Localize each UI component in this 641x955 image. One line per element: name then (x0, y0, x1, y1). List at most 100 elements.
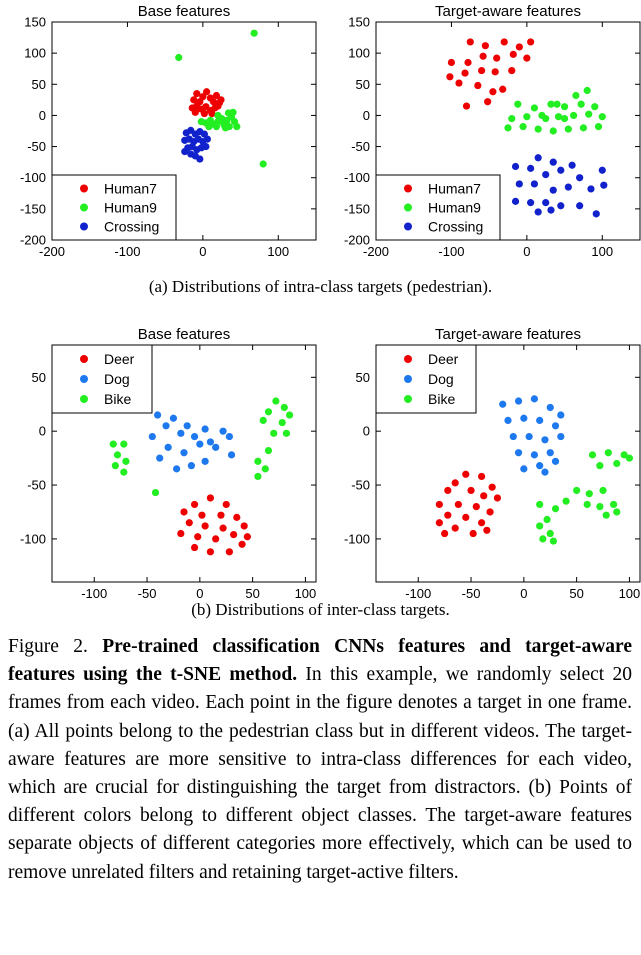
data-point-dog (164, 443, 172, 451)
data-point-deer (469, 529, 477, 538)
data-point-human9 (547, 100, 555, 108)
data-point-human9 (591, 103, 599, 111)
y-tick-label: 100 (24, 46, 46, 61)
plot-frame (51, 21, 317, 241)
data-point-human7 (474, 81, 482, 90)
data-point-crossing (515, 180, 523, 188)
y-tick-label: 150 (24, 15, 46, 30)
data-point-deer (238, 540, 246, 548)
data-point-dog (180, 449, 188, 457)
data-point-crossing (549, 186, 557, 194)
data-point-human7 (446, 73, 454, 81)
data-point-human7 (212, 91, 221, 100)
data-point-dog (504, 416, 512, 425)
data-point-dog (509, 432, 517, 441)
x-tick-label: 0 (520, 586, 527, 601)
data-point-deer (435, 519, 443, 527)
data-point-deer (222, 500, 230, 509)
data-point-human7 (193, 90, 201, 98)
legend-label: Crossing (104, 219, 159, 235)
data-point-dog (148, 432, 156, 441)
data-point-human7 (484, 98, 492, 106)
legend-label: Bike (104, 391, 131, 407)
legend-marker (404, 203, 412, 212)
chart-title: Target-aware features (435, 3, 581, 20)
y-tick-label: 0 (363, 108, 370, 123)
data-point-deer (444, 486, 452, 495)
legend-label: Deer (104, 351, 135, 367)
x-tick-label: 50 (569, 586, 583, 601)
y-tick-label: 50 (356, 77, 370, 92)
x-tick-label: -200 (39, 244, 65, 259)
data-point-human7 (464, 58, 472, 67)
data-point-human7 (462, 102, 471, 110)
legend-marker (80, 355, 88, 363)
data-point-dog (557, 432, 565, 441)
x-tick-label: -100 (438, 244, 464, 259)
y-tick-label: 50 (356, 370, 370, 385)
data-point-deer (488, 483, 496, 491)
data-point-dog (530, 451, 539, 459)
data-point-human9 (514, 100, 522, 108)
data-point-dog (219, 427, 227, 435)
data-point-human7 (523, 54, 531, 62)
x-tick-label: -200 (363, 244, 389, 259)
data-point-deer (441, 529, 449, 538)
legend-label: Bike (428, 391, 455, 407)
data-point-bike (613, 508, 621, 516)
legend-marker (80, 203, 88, 212)
data-point-dog (169, 414, 178, 422)
data-point-deer (185, 519, 193, 527)
data-point-bike (270, 429, 278, 437)
legend-label: Human9 (428, 200, 481, 216)
data-point-human9 (577, 100, 585, 108)
data-point-bike (151, 488, 160, 497)
data-point-human7 (466, 38, 474, 46)
data-point-human7 (461, 69, 469, 77)
data-point-bike (264, 408, 273, 416)
data-point-dog (183, 422, 191, 430)
data-point-bike (536, 500, 544, 509)
data-point-human9 (523, 113, 531, 121)
x-tick-label: 100 (295, 586, 317, 601)
data-point-bike (604, 449, 612, 457)
legend-marker (80, 375, 88, 383)
data-point-bike (602, 511, 610, 519)
x-tick-label: 100 (267, 244, 289, 259)
y-tick-label: 0 (39, 108, 46, 123)
data-point-dog (514, 449, 523, 457)
data-point-deer (201, 522, 209, 530)
data-point-bike (278, 418, 286, 427)
legend-box (375, 174, 501, 241)
x-tick-label: 0 (199, 244, 206, 259)
legend-marker (404, 355, 412, 363)
data-point-crossing (181, 147, 189, 156)
data-point-dog (225, 432, 234, 441)
data-point-dog (536, 416, 544, 425)
data-point-human7 (509, 50, 517, 58)
data-point-human9 (534, 125, 542, 133)
data-point-bike (259, 416, 267, 425)
data-point-human7 (190, 96, 198, 104)
caption-body: In this example, we randomly select 20 f… (8, 664, 632, 883)
data-point-crossing (598, 166, 606, 174)
data-point-dog (177, 429, 185, 437)
data-point-dog (187, 462, 195, 470)
legend-box (51, 174, 177, 241)
data-point-dog (201, 425, 209, 433)
y-tick-label: -50 (351, 139, 370, 154)
y-tick-label: -50 (351, 478, 370, 493)
data-point-human7 (208, 109, 216, 118)
data-point-human9 (212, 123, 221, 131)
chart-base-inter: Base features -100 -50 0 50 100 50 0 -50 -100 Deer… (20, 326, 317, 601)
chart-title: Target-aware features (435, 326, 581, 343)
data-point-bike (272, 397, 280, 405)
data-point-dog (190, 432, 199, 441)
y-tick-label: 100 (348, 46, 370, 61)
legend-label: Dog (428, 371, 454, 387)
data-point-dog (196, 440, 204, 448)
data-point-deer (486, 508, 494, 516)
data-point-human9 (560, 114, 569, 123)
data-point-human7 (217, 96, 225, 104)
data-point-crossing (547, 206, 555, 214)
